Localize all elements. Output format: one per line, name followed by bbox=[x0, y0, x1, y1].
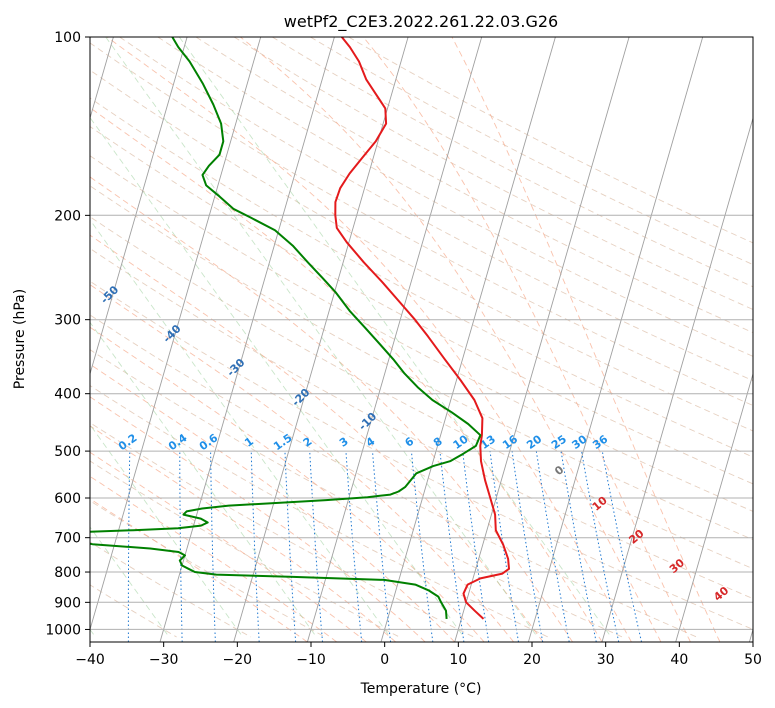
moist-adiabat-line bbox=[90, 234, 544, 642]
reference-curve bbox=[90, 116, 465, 638]
background-lines bbox=[90, 37, 753, 642]
moist-adiabat-line bbox=[90, 451, 367, 642]
moist-adiabat-line bbox=[90, 475, 338, 642]
mixing-ratio-line bbox=[489, 451, 519, 642]
reference-curve bbox=[105, 37, 538, 638]
moist-adiabat-line bbox=[90, 107, 603, 642]
y-tick-label: 500 bbox=[54, 444, 81, 460]
y-axis: 1000 900 800 700 600 500 400 300 200 100 bbox=[45, 30, 90, 638]
y-tick-label: 800 bbox=[54, 565, 81, 581]
moist-adiabat-line bbox=[90, 176, 573, 642]
dry-adiabat-line bbox=[90, 349, 623, 638]
moist-adiabat-line bbox=[106, 37, 632, 642]
mixing-ratio-line bbox=[372, 451, 392, 642]
dry-adiabat-line bbox=[90, 385, 549, 638]
x-tick-label: −40 bbox=[75, 652, 105, 668]
reference-curve bbox=[90, 321, 317, 638]
y-axis-title: Pressure (hPa) bbox=[12, 289, 28, 389]
mixing-ratio-line bbox=[345, 451, 363, 642]
y-tick-label: 700 bbox=[54, 531, 81, 547]
y-tick-label: 900 bbox=[54, 595, 81, 611]
chart-title: wetPf2_C2E3.2022.261.22.03.G26 bbox=[284, 12, 558, 32]
x-axis: −40 −30 −20 −10 0 10 20 30 40 50 bbox=[75, 642, 762, 668]
mixing-ratio-line bbox=[560, 451, 597, 642]
isotherm-line bbox=[306, 37, 483, 642]
x-tick-label: 50 bbox=[744, 652, 762, 668]
moist-adiabat-line bbox=[240, 37, 662, 642]
dry-adiabat-line bbox=[272, 37, 753, 288]
dewpoint-profile-line bbox=[90, 37, 482, 619]
dry-adiabat-line bbox=[90, 185, 753, 541]
isotherm-line bbox=[527, 37, 704, 642]
isotherm-line bbox=[90, 37, 188, 376]
y-tick-label: 1000 bbox=[45, 622, 81, 638]
isotherm-line bbox=[90, 37, 262, 632]
dry-adiabat-line bbox=[90, 42, 753, 406]
moist-adiabat-line bbox=[362, 37, 691, 642]
moist-adiabat-line bbox=[90, 425, 397, 642]
profile-series bbox=[90, 37, 510, 620]
x-tick-label: 10 bbox=[449, 652, 467, 668]
isotherm-line bbox=[380, 37, 556, 642]
mixing-ratio-line bbox=[439, 451, 465, 642]
mixing-ratio-line bbox=[601, 451, 642, 642]
dry-adiabat-line bbox=[90, 155, 753, 512]
y-tick-label: 200 bbox=[54, 208, 81, 224]
temperature-profile-line bbox=[334, 37, 510, 620]
x-tick-label: 30 bbox=[597, 652, 615, 668]
y-tick-label: 300 bbox=[54, 313, 81, 329]
reference-curve bbox=[178, 37, 612, 638]
x-tick-label: 0 bbox=[380, 652, 389, 668]
y-tick-label: 100 bbox=[54, 30, 81, 46]
dry-adiabat-line bbox=[90, 97, 753, 458]
x-tick-label: −30 bbox=[149, 652, 179, 668]
dry-adiabat-line bbox=[90, 247, 753, 600]
dry-adiabat-line bbox=[90, 125, 753, 485]
plot-frame bbox=[89, 36, 754, 643]
dry-adiabat-line bbox=[90, 216, 753, 570]
mixing-ratio-line bbox=[410, 451, 434, 642]
dry-adiabat-line bbox=[90, 280, 753, 630]
moist-adiabat-line bbox=[90, 396, 426, 642]
isotherm-line bbox=[454, 37, 630, 642]
mixing-ratio-line bbox=[462, 451, 490, 642]
moist-adiabat-line bbox=[90, 284, 514, 642]
mixing-ratio-label: 0.1 bbox=[69, 431, 92, 453]
dry-adiabat-line bbox=[310, 37, 753, 266]
isotherm-line bbox=[675, 372, 753, 642]
x-axis-title: Temperature (°C) bbox=[360, 681, 482, 697]
x-tick-label: −20 bbox=[223, 652, 253, 668]
mixing-ratio-line bbox=[581, 451, 620, 642]
x-tick-label: −10 bbox=[296, 652, 326, 668]
isotherm-line bbox=[601, 116, 753, 642]
x-tick-label: 20 bbox=[523, 652, 541, 668]
x-tick-label: 40 bbox=[670, 652, 688, 668]
moist-adiabat-line bbox=[451, 37, 721, 642]
dry-adiabat-line bbox=[119, 37, 753, 382]
dry-adiabat-line bbox=[195, 37, 753, 334]
isotherm-line bbox=[233, 37, 409, 642]
moist-adiabat-line bbox=[90, 363, 456, 642]
isotherm-line bbox=[159, 37, 335, 642]
y-tick-label: 400 bbox=[54, 387, 81, 403]
y-tick-label: 600 bbox=[54, 491, 81, 507]
